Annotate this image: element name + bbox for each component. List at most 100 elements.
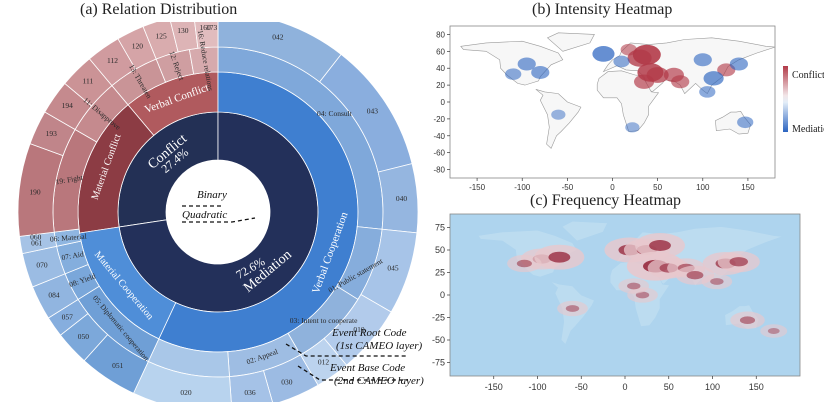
y-tick-label: 50: [435, 245, 445, 255]
x-tick-label: 50: [664, 382, 674, 392]
y-tick-label: 60: [436, 47, 445, 56]
y-tick-label: 0: [441, 98, 446, 107]
y-tick-label: 0: [440, 290, 445, 300]
base-code-label: 070: [36, 261, 48, 270]
base-code-label: 061: [31, 239, 43, 248]
base-code-label: 194: [62, 101, 74, 110]
intensity-hotspot: [703, 71, 724, 86]
base-code-label: 030: [281, 377, 293, 386]
base-code-pointer: [297, 365, 408, 381]
x-tick-label: -50: [562, 183, 574, 192]
frequency-halo: [701, 273, 733, 290]
root-code-label: 06: Material: [49, 232, 87, 244]
panel-a-title: (a) Relation Distribution: [80, 1, 238, 18]
base-code-label: 084: [48, 290, 60, 299]
base-code-label: 045: [387, 264, 399, 273]
base-code-label: 050: [78, 332, 90, 341]
base-code-label: 190: [29, 187, 41, 196]
y-tick-label: 40: [436, 64, 445, 73]
intensity-hotspot: [699, 86, 716, 98]
colorbar-conflict-label: Conflict: [792, 70, 824, 81]
center-divider-quadratic: [182, 217, 256, 223]
intensity-hotspot: [613, 55, 630, 68]
frequency-hotspot: [627, 282, 641, 290]
base-code-label: 057: [62, 312, 74, 321]
frequency-hotspot: [686, 271, 704, 280]
frequency-hotspot: [729, 257, 748, 267]
frequency-hotspot: [767, 328, 780, 334]
frequency-hotspot: [516, 259, 532, 268]
base-code-label: 020: [180, 388, 192, 397]
frequency-hotspot: [649, 240, 671, 251]
colorbar: [783, 66, 788, 132]
x-tick-label: 100: [696, 183, 710, 192]
base-code-label: 120: [132, 41, 144, 50]
base-code-label: 036: [244, 388, 256, 397]
x-tick-label: 150: [749, 382, 764, 392]
intensity-hotspot: [551, 109, 566, 120]
base-code-sublabel: (2nd CAMEO layer): [334, 375, 424, 387]
frequency-hotspot: [710, 278, 724, 285]
root-code-pointer: [285, 343, 408, 357]
base-code-label: 043: [367, 107, 379, 116]
intensity-hotspot: [634, 74, 655, 89]
x-tick-label: -100: [528, 382, 546, 392]
x-tick-label: -50: [575, 382, 588, 392]
land-shape: [561, 220, 608, 242]
frequency-halo: [760, 324, 788, 338]
base-code-label: 125: [156, 32, 168, 41]
base-code-label: Event Base Code: [329, 362, 405, 374]
colorbar-mediation-label: Mediation: [792, 124, 824, 135]
land-shape: [535, 89, 582, 149]
panel-b-title: (b) Intensity Heatmap: [532, 1, 673, 18]
intensity-hotspot: [531, 65, 550, 79]
y-tick-label: -60: [433, 149, 445, 158]
y-tick-label: -50: [432, 335, 445, 345]
x-tick-label: -150: [485, 382, 503, 392]
y-tick-label: -80: [433, 166, 445, 175]
center-hole: [166, 160, 270, 264]
base-code-label: 112: [107, 56, 118, 65]
base-code-label: 130: [177, 26, 189, 35]
intensity-hotspot: [729, 57, 748, 71]
x-tick-label: -100: [514, 183, 531, 192]
root-code-label: 04: Consult: [317, 109, 353, 118]
land-shape: [546, 32, 595, 52]
base-code-label: 051: [112, 361, 124, 370]
frequency-hotspot: [565, 305, 580, 312]
base-code-label: 040: [396, 194, 408, 203]
y-tick-label: -40: [433, 132, 445, 141]
root-code-label: Event Root Code: [331, 327, 407, 339]
center-label-binary: Binary: [197, 189, 227, 201]
intensity-hotspot: [505, 68, 522, 80]
root-code-label: 07: Aid: [61, 249, 85, 262]
y-tick-label: -25: [432, 313, 445, 323]
base-code-label: 173: [206, 23, 218, 32]
x-tick-label: 0: [622, 382, 627, 392]
base-code-label: 042: [272, 33, 284, 42]
frequency-hotspot: [548, 251, 571, 263]
intensity-heatmap: -150 -100 -50 0 50 100 150 80 60 40 20 0 -20 -40 -60 -8…: [433, 25, 824, 192]
intensity-hotspot: [737, 116, 754, 129]
y-tick-label: -20: [433, 115, 445, 124]
base-code-label: 111: [83, 77, 94, 86]
frequency-halo: [618, 278, 650, 294]
center-label-quadratic: Quadratic: [182, 209, 227, 221]
y-tick-label: 20: [436, 81, 445, 90]
base-code-label: 160: [200, 23, 212, 32]
root-code-label: 03: Intent to cooperate: [290, 316, 358, 325]
panel-c-title: (c) Frequency Heatmap: [530, 192, 682, 209]
intensity-hotspot: [620, 43, 637, 56]
base-code-segment: [194, 22, 219, 49]
x-tick-label: 0: [610, 183, 615, 192]
intensity-hotspot: [592, 45, 615, 62]
frequency-hotspot: [739, 316, 756, 324]
base-code-label: 010: [353, 325, 365, 334]
x-tick-label: 150: [741, 183, 755, 192]
y-tick-label: -75: [432, 358, 445, 368]
y-tick-label: 75: [435, 223, 445, 233]
intensity-hotspot: [693, 53, 712, 67]
base-code-label: 193: [46, 129, 58, 138]
frequency-hotspot: [635, 291, 650, 299]
